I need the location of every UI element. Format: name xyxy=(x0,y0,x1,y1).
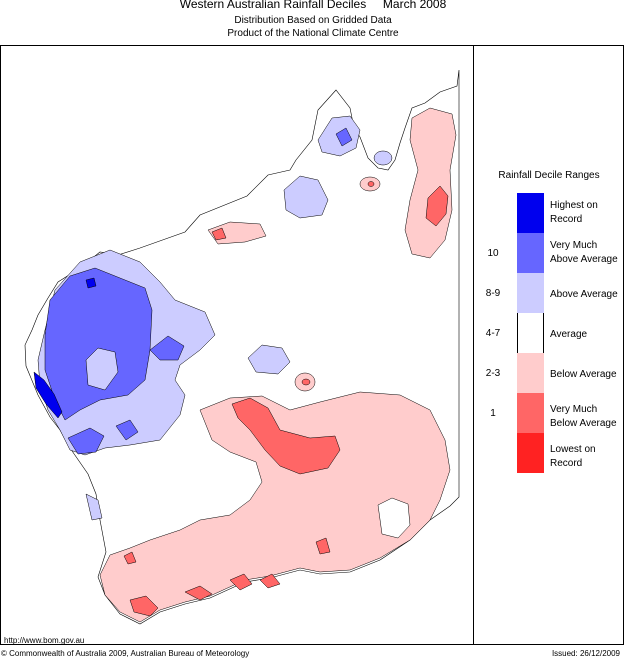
average-hole-south-east xyxy=(377,497,411,539)
very-much-below-average-south-coast xyxy=(184,585,213,601)
legend-swatch-highest-on-record xyxy=(517,193,544,233)
very-much-above-average-small-2 xyxy=(67,427,105,455)
very-much-above-average-small-4 xyxy=(335,127,353,147)
legend-label-below-average: Below Average xyxy=(550,369,617,380)
very-much-below-average-small-e xyxy=(367,181,375,187)
very-much-below-average-small-c xyxy=(123,551,137,565)
bom-website-link[interactable]: http://www.bom.gov.au xyxy=(4,636,85,645)
issued-date: Issued: 26/12/2009 xyxy=(551,649,620,658)
very-much-above-average-small-1 xyxy=(149,335,185,361)
legend-range-4-7: 4-7 xyxy=(485,328,501,339)
legend-swatch-very-much-below-average xyxy=(517,393,544,433)
legend-swatch-lowest-on-record xyxy=(517,433,544,473)
above-average-region-south xyxy=(85,493,103,521)
very-much-below-average-central xyxy=(231,397,341,475)
legend-swatch-very-much-above-average xyxy=(517,233,544,273)
very-much-below-average-small-a xyxy=(259,573,281,589)
very-much-below-average-south-west xyxy=(129,595,159,617)
legend-label-highest-on-record: Highest on Record xyxy=(550,200,598,225)
highest-on-record-coast xyxy=(33,371,63,419)
legend-range-1: 1 xyxy=(490,408,496,419)
highest-on-record-small xyxy=(85,277,97,289)
map-frame xyxy=(0,45,624,645)
legend-swatch-average xyxy=(517,313,544,353)
very-much-above-average-region xyxy=(44,267,153,421)
legend-label-lowest-on-record: Lowest on Record xyxy=(550,444,596,469)
map-subtitle-distribution: Distribution Based on Gridded Data xyxy=(234,15,392,26)
legend-label-average: Average xyxy=(550,329,588,340)
below-average-region-north-east xyxy=(404,107,457,259)
very-much-below-average-pilbara xyxy=(211,227,227,241)
rainfall-decile-map xyxy=(24,69,460,625)
legend-range-2-3: 2-3 xyxy=(485,368,501,379)
legend-swatch-above-average xyxy=(517,273,544,313)
copyright-notice: © Commonwealth of Australia 2009, Austra… xyxy=(1,649,250,658)
very-much-below-average-small-d xyxy=(301,378,311,386)
very-much-below-average-north-east xyxy=(425,185,449,227)
very-much-above-average-small-3 xyxy=(115,419,139,441)
above-average-region-north xyxy=(283,175,329,219)
map-title: Western Australian Rainfall Deciles Marc… xyxy=(179,0,447,11)
very-much-below-average-south xyxy=(229,573,253,591)
legend-title: Rainfall Decile Ranges xyxy=(498,170,600,181)
average-hole-in-blue xyxy=(85,347,119,391)
legend-label-very-much-below-average: Very Much Below Average xyxy=(550,404,617,429)
legend-label-very-much-above-average: Very Much Above Average xyxy=(550,240,618,265)
very-much-below-average-small-b xyxy=(315,537,331,555)
legend-label-above-average: Above Average xyxy=(550,289,618,300)
below-average-region-south-east xyxy=(99,391,451,623)
legend-range-10: 10 xyxy=(487,248,499,259)
map-subtitle-product: Product of the National Climate Centre xyxy=(227,28,399,39)
above-average-region-small xyxy=(373,150,393,166)
legend-range-8-9: 8-9 xyxy=(485,288,501,299)
legend-divider xyxy=(473,45,474,645)
above-average-region-central xyxy=(247,344,291,375)
legend-swatch-below-average xyxy=(517,353,544,393)
